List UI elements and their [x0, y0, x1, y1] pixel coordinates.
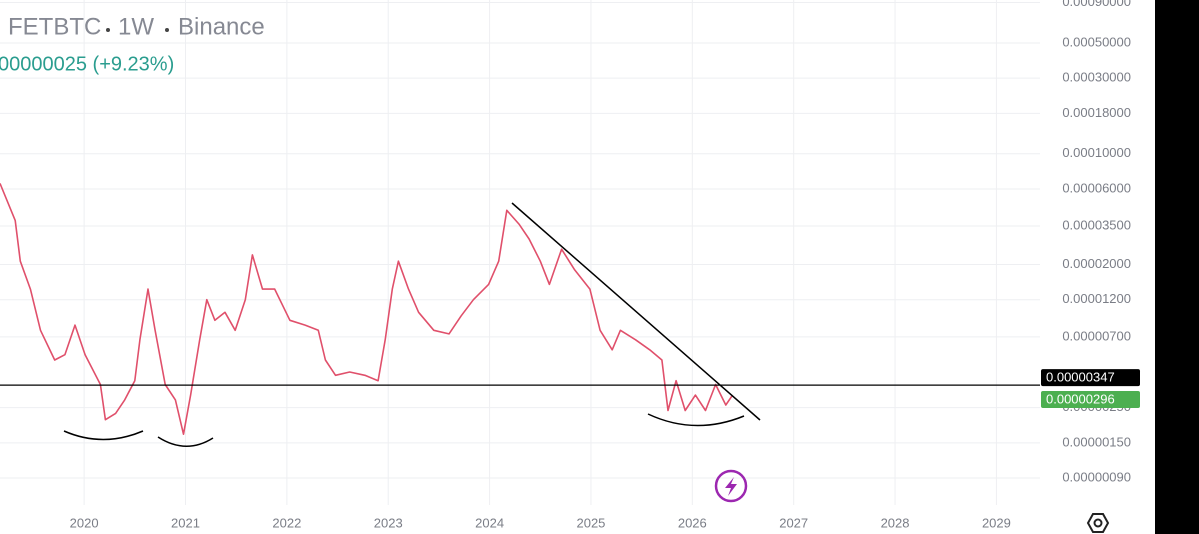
x-tick-label: 2024 [475, 515, 504, 530]
symbol: FETBTC [8, 13, 101, 40]
x-tick-label: 2026 [678, 515, 707, 530]
separator [165, 28, 169, 32]
y-tick-label: 0.00000700 [1062, 328, 1131, 343]
y-tick-label: 0.00050000 [1062, 34, 1131, 49]
side-bar [1155, 0, 1199, 534]
y-tick-label: 0.00003500 [1062, 217, 1131, 232]
y-tick-label: 0.00000090 [1062, 469, 1131, 484]
y-tick-label: 0.00006000 [1062, 180, 1131, 195]
settings-icon[interactable] [1086, 513, 1110, 533]
x-tick-label: 2027 [779, 515, 808, 530]
price-label-box [1041, 369, 1140, 387]
x-tick-label: 2022 [272, 515, 301, 530]
y-tick-label: 0.00030000 [1062, 70, 1131, 85]
x-tick-label: 2025 [576, 515, 605, 530]
flash-icon[interactable] [714, 469, 748, 503]
price-change: 00000025 (+9.23%) [0, 53, 174, 75]
arc-drawing [157, 436, 214, 447]
x-tick-label: 2028 [881, 515, 910, 530]
x-tick-label: 2020 [70, 515, 99, 530]
y-tick-label: 0.00000150 [1062, 434, 1131, 449]
trend-line [511, 202, 761, 421]
interval: 1W [118, 13, 154, 40]
price-label-box [1041, 391, 1140, 409]
arc-drawing [63, 430, 144, 441]
price-line [0, 183, 733, 435]
arc-drawing [647, 413, 745, 427]
y-tick-label: 0.00010000 [1062, 145, 1131, 160]
y-tick-label: 0.00001200 [1062, 291, 1131, 306]
y-tick-label: 0.00090000 [1062, 0, 1131, 9]
x-tick-label: 2029 [982, 515, 1011, 530]
separator [106, 28, 110, 32]
y-tick-label: 0.00002000 [1062, 256, 1131, 271]
x-tick-label: 2021 [171, 515, 200, 530]
price-label: 0.00000296 [1046, 391, 1115, 406]
x-tick-label: 2023 [374, 515, 403, 530]
plot-area [0, 0, 1040, 505]
y-tick-label: 0.00018000 [1062, 105, 1131, 120]
price-label: 0.00000347 [1046, 370, 1115, 385]
exchange: Binance [178, 13, 265, 40]
